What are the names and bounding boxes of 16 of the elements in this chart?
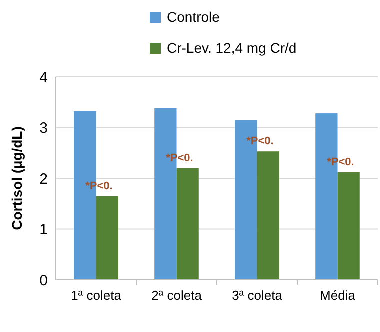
- y-tick-label: 0: [40, 272, 48, 290]
- y-axis-title: Cortisol (µg/dL): [9, 126, 25, 230]
- bar: [176, 168, 199, 280]
- y-tick-label: 2: [40, 170, 48, 188]
- x-tick-label: 2ª coleta: [152, 288, 203, 303]
- legend-label: Controle: [167, 9, 220, 25]
- y-tick-label: 1: [40, 222, 48, 238]
- bar: [96, 196, 118, 280]
- y-tick-label: 4: [40, 69, 48, 86]
- bar: [338, 172, 360, 280]
- bar: [257, 152, 280, 280]
- x-tick-label: 1ª coleta: [71, 288, 122, 303]
- x-tick-label: Média: [320, 288, 356, 303]
- x-tick-label: 3ª coleta: [232, 288, 284, 303]
- y-tick-label: 3: [40, 120, 48, 137]
- legend-label: Cr-Lev. 12,4 mg Cr/d: [167, 40, 297, 56]
